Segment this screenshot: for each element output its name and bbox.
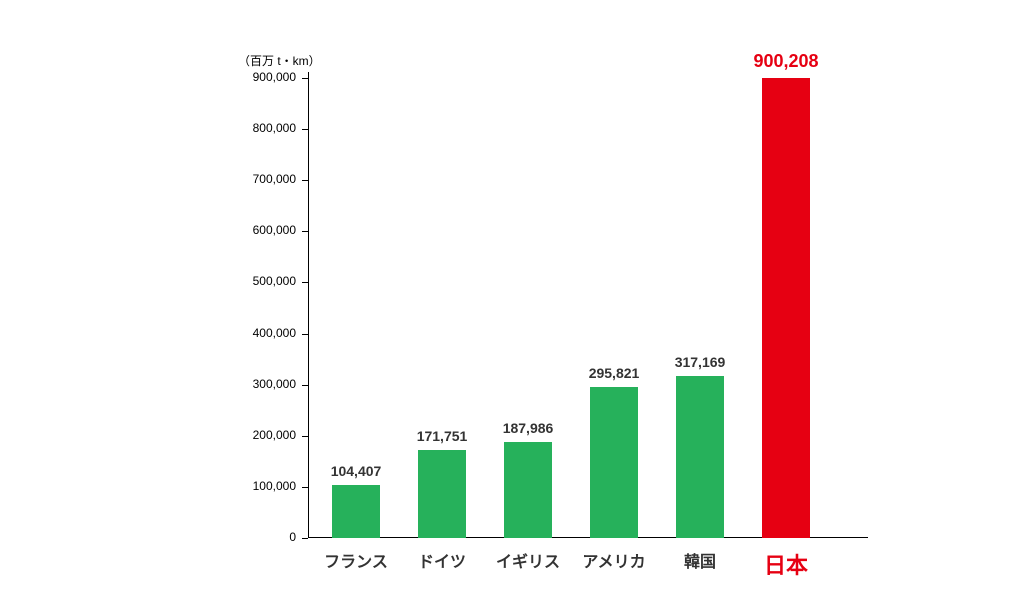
y-tick-label: 700,000	[236, 172, 296, 186]
y-tick	[302, 334, 308, 335]
x-axis-label: 韓国	[684, 548, 716, 572]
y-axis-title: （百万 t・km）	[238, 52, 321, 69]
bar	[762, 78, 810, 538]
bar-value-label: 104,407	[331, 463, 382, 479]
y-tick-label: 100,000	[236, 479, 296, 493]
y-tick-label: 400,000	[236, 326, 296, 340]
bar-value-label: 171,751	[417, 428, 468, 444]
x-axis-label: 日本	[764, 548, 808, 580]
y-tick-label: 0	[236, 530, 296, 544]
y-tick-label: 200,000	[236, 428, 296, 442]
y-tick-label: 300,000	[236, 377, 296, 391]
x-axis-label: イギリス	[496, 548, 560, 572]
y-tick-label: 800,000	[236, 121, 296, 135]
y-tick	[302, 487, 308, 488]
bar-value-label: 295,821	[589, 365, 640, 381]
y-tick	[302, 129, 308, 130]
bar	[418, 450, 466, 538]
x-axis-label: アメリカ	[582, 548, 645, 572]
chart-container: （百万 t・km） 0100,000200,000300,000400,0005…	[0, 0, 1024, 614]
bar	[676, 376, 724, 538]
bar	[504, 442, 552, 538]
y-tick-label: 600,000	[236, 223, 296, 237]
bar	[590, 387, 638, 538]
bar-value-label: 187,986	[503, 420, 554, 436]
y-tick-label: 900,000	[236, 70, 296, 84]
bar-value-label: 317,169	[675, 354, 726, 370]
y-tick	[302, 78, 308, 79]
y-axis-line	[308, 72, 309, 538]
y-tick	[302, 180, 308, 181]
y-tick	[302, 436, 308, 437]
x-axis-label: ドイツ	[418, 548, 466, 572]
plot-area: 0100,000200,000300,000400,000500,000600,…	[308, 78, 868, 538]
bar-value-label: 900,208	[753, 51, 818, 72]
y-tick-label: 500,000	[236, 274, 296, 288]
y-tick	[302, 282, 308, 283]
bar	[332, 485, 380, 538]
y-tick	[302, 231, 308, 232]
x-axis-label: フランス	[324, 548, 388, 572]
y-tick	[302, 538, 308, 539]
y-tick	[302, 385, 308, 386]
